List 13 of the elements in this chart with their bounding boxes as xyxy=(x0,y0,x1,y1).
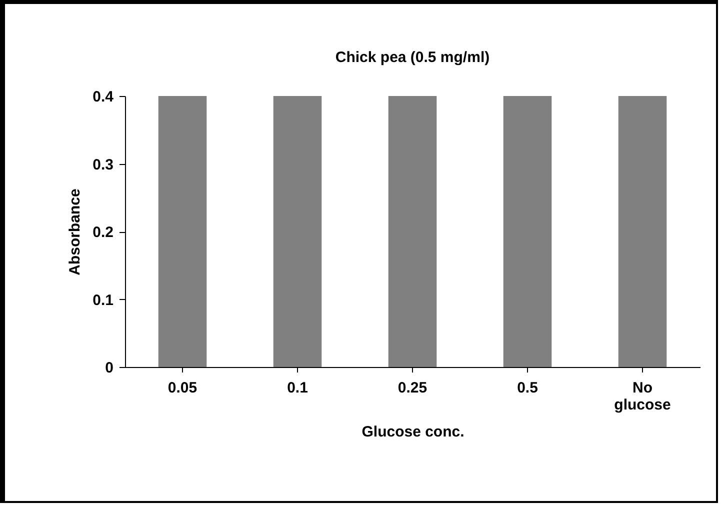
chart-title: Chick pea (0.5 mg/ml) xyxy=(335,49,490,66)
x-axis-title: Glucose conc. xyxy=(362,424,464,440)
y-tick-label: 0.4 xyxy=(92,88,114,106)
y-tick-label: 0.1 xyxy=(92,292,114,309)
x-tick-label: 0.5 xyxy=(517,380,538,396)
x-tick-label: 0.1 xyxy=(287,380,308,396)
x-tick-label: 0.25 xyxy=(398,380,428,396)
y-tick-label: 0.2 xyxy=(92,224,114,241)
x-tick-label: 0.05 xyxy=(168,380,198,396)
x-tick-label: No glucose xyxy=(614,380,671,414)
y-tick-label: 0 xyxy=(105,360,114,376)
y-tick-label: 0.3 xyxy=(92,156,114,174)
y-axis-title: Absorbance xyxy=(66,188,84,276)
